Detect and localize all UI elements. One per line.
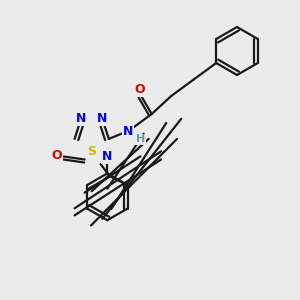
Text: H: H [136, 134, 145, 145]
Text: N: N [97, 112, 107, 125]
Text: N: N [102, 150, 112, 163]
Text: S: S [87, 145, 96, 158]
Text: O: O [134, 83, 145, 96]
Text: N: N [122, 125, 133, 139]
Text: O: O [52, 148, 62, 161]
Text: N: N [76, 112, 86, 125]
